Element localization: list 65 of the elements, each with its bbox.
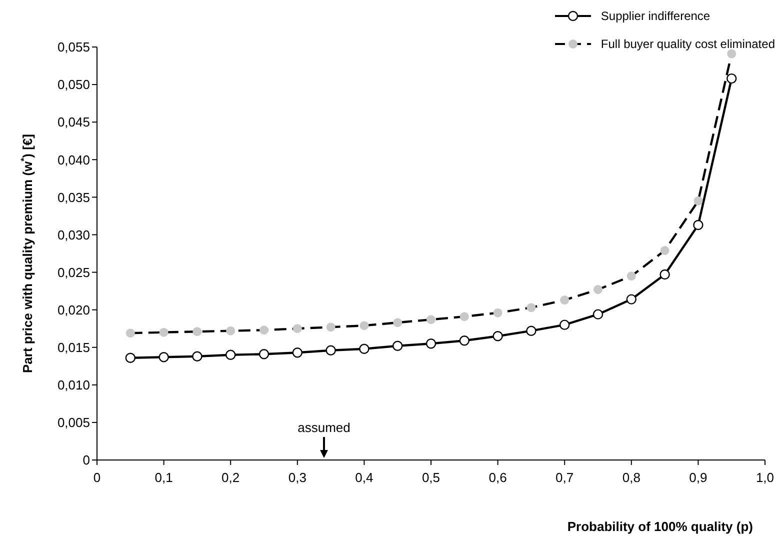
point — [326, 345, 336, 356]
x-axis-title: Probability of 100% quality (p) — [567, 519, 753, 534]
point — [594, 285, 602, 294]
x-tick-label: 0,9 — [689, 470, 708, 486]
y-tick-label: 0,020 — [57, 302, 90, 318]
y-tick-label: 0,045 — [57, 114, 90, 130]
y-tick-label: 0,040 — [57, 152, 90, 168]
point — [626, 294, 636, 304]
point — [159, 328, 168, 337]
point — [260, 326, 268, 335]
y-tick-label: 0,025 — [57, 264, 90, 280]
point — [560, 320, 570, 330]
point — [392, 340, 403, 351]
point — [694, 196, 703, 206]
legend-label: Supplier indifference — [600, 9, 710, 23]
point — [292, 324, 302, 334]
point — [459, 336, 470, 346]
point — [727, 49, 736, 58]
point — [226, 326, 236, 336]
point — [726, 73, 737, 84]
point — [526, 303, 536, 312]
point — [125, 352, 136, 363]
x-tick-label: 0,6 — [488, 470, 507, 486]
y-tick-label: 0,015 — [57, 340, 90, 355]
point — [192, 327, 202, 336]
x-tick-label: 0 — [93, 470, 101, 486]
point — [526, 326, 536, 336]
point — [560, 296, 570, 305]
y-tick-label: 0,050 — [57, 77, 90, 92]
x-tick-label: 1,0 — [756, 470, 774, 486]
y-tick-label: 0,055 — [57, 40, 90, 55]
point — [292, 348, 302, 358]
annotation: assumed — [296, 420, 352, 435]
y-tick-label: 0,030 — [57, 227, 90, 242]
point — [660, 246, 670, 255]
point — [460, 312, 469, 322]
x-tick-label: 0,3 — [288, 470, 306, 486]
point — [359, 344, 370, 354]
point — [192, 351, 202, 362]
point — [258, 349, 270, 360]
point — [660, 269, 670, 280]
y-tick-label: 0,010 — [57, 378, 90, 393]
y-tick-label: 0 — [82, 452, 90, 468]
point — [592, 309, 604, 320]
x-tick-label: 0,4 — [355, 470, 374, 486]
legend-label: Full buyer quality cost eliminated — [600, 37, 775, 51]
x-tick-label: 0,1 — [154, 470, 173, 486]
y-tick-label: 0,035 — [57, 190, 90, 205]
point — [393, 318, 402, 328]
x-tick-label: 0,2 — [222, 470, 240, 486]
point — [326, 322, 336, 332]
point — [492, 331, 503, 342]
x-tick-label: 0,7 — [556, 470, 574, 486]
x-tick-label: 0,8 — [622, 470, 640, 486]
point — [693, 220, 704, 230]
point — [426, 315, 436, 324]
point — [493, 308, 502, 318]
point — [158, 352, 169, 362]
point — [626, 272, 636, 281]
x-tick-label: 0,5 — [422, 470, 440, 486]
point — [426, 338, 436, 349]
point — [360, 321, 369, 330]
y-tick-label: 0,005 — [57, 415, 90, 430]
point — [226, 350, 236, 360]
point — [126, 328, 135, 338]
